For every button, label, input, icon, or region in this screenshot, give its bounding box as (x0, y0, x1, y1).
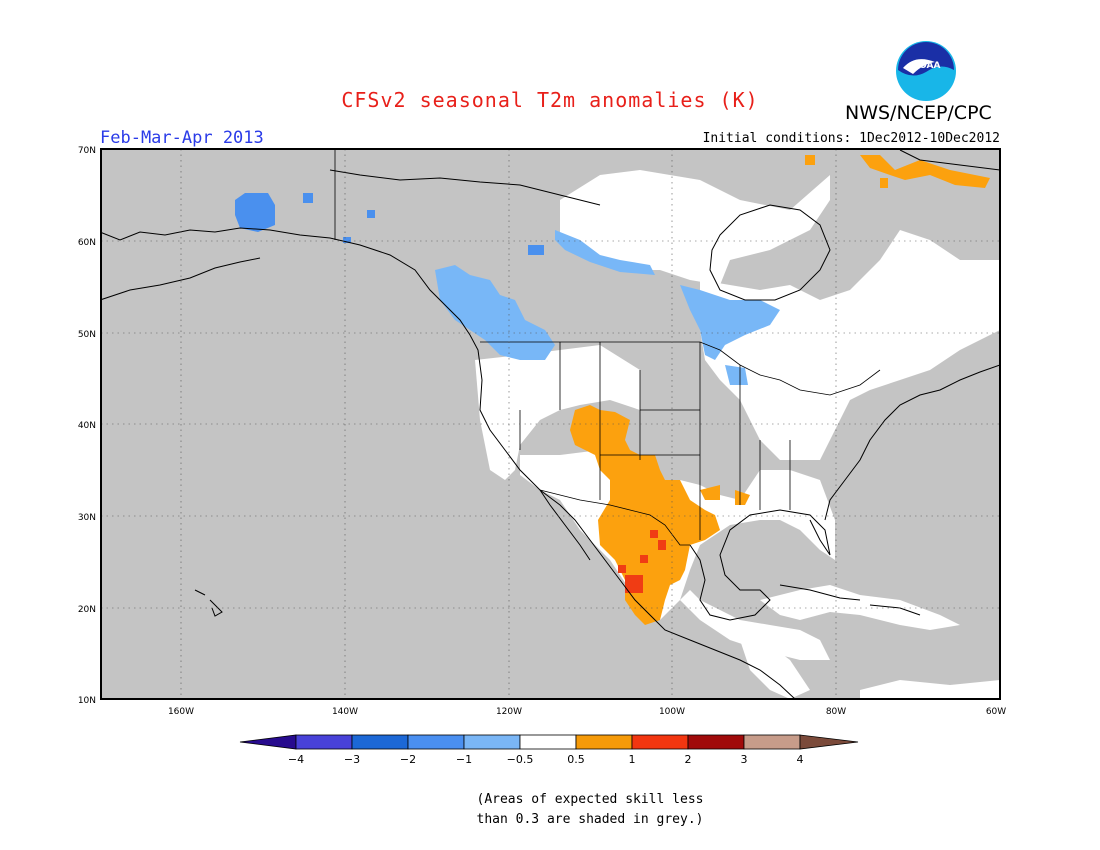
coastlines (101, 149, 1000, 699)
initial-conditions-label: Initial conditions: 1Dec2012-10Dec2012 (702, 131, 1000, 146)
lon-label: 100W (659, 707, 685, 717)
lat-label: 10N (78, 696, 96, 706)
lon-label: 80W (826, 707, 846, 717)
lat-label: 40N (78, 421, 96, 431)
longitude-labels: 160W 140W 120W 100W 80W 60W (168, 707, 1006, 717)
cool-anomaly-m1-m2 (235, 193, 544, 255)
lon-label: 120W (496, 707, 522, 717)
lat-label: 70N (78, 146, 96, 156)
warm-anomaly-0.5-1 (570, 155, 990, 625)
skill-note: (Areas of expected skill less than 0.3 a… (440, 790, 740, 830)
logo-text: NOAA (912, 61, 941, 71)
colorbar-label: 4 (797, 753, 804, 766)
lat-label: 50N (78, 330, 96, 340)
lat-label: 30N (78, 513, 96, 523)
colorbar-label: −3 (344, 753, 360, 766)
season-label: Feb-Mar-Apr 2013 (100, 128, 264, 148)
colorbar-segment (295, 734, 353, 750)
cool-anomaly-m0.5-m1 (435, 230, 780, 385)
colorbar-label: 0.5 (567, 753, 585, 766)
colorbar-segment (743, 734, 801, 750)
colorbar-label: −1 (456, 753, 472, 766)
colorbar-segment (463, 734, 521, 750)
chart-title: CFSv2 seasonal T2m anomalies (K) (341, 88, 759, 112)
neutral-regions (475, 170, 1000, 699)
colorbar-label: 3 (741, 753, 748, 766)
lon-label: 60W (986, 707, 1006, 717)
noaa-logo: NOAA (896, 41, 956, 101)
colorbar-label: 1 (629, 753, 636, 766)
colorbar-segment (687, 734, 745, 750)
colorbar-segment (351, 734, 409, 750)
graticule (101, 149, 1000, 699)
map-frame (100, 148, 1001, 700)
colorbar-label: −2 (400, 753, 416, 766)
colorbar-low-arrow (239, 734, 297, 750)
colorbar-label: −4 (288, 753, 304, 766)
lat-label: 20N (78, 605, 96, 615)
warm-anomaly-1-2 (618, 530, 666, 593)
no-skill-background (101, 149, 1000, 699)
lon-label: 140W (332, 707, 358, 717)
colorbar-segment (575, 734, 633, 750)
colorbar-segment (519, 734, 577, 750)
colorbar-segment (631, 734, 689, 750)
skill-note-line-2: than 0.3 are shaded in grey.) (476, 812, 704, 827)
colorbar-label: −0.5 (507, 753, 534, 766)
colorbar-label: 2 (685, 753, 692, 766)
latitude-labels: 70N 60N 50N 40N 30N 20N 10N (78, 146, 96, 706)
political-borders (334, 150, 881, 546)
colorbar-segment (407, 734, 465, 750)
colorbar: −4 −3 −2 −1 −0.5 0.5 1 2 3 4 (239, 734, 859, 766)
agency-label: NWS/NCEP/CPC (845, 102, 992, 124)
colorbar-high-arrow (799, 734, 859, 750)
lat-label: 60N (78, 238, 96, 248)
lon-label: 160W (168, 707, 194, 717)
skill-note-line-1: (Areas of expected skill less (476, 792, 704, 807)
